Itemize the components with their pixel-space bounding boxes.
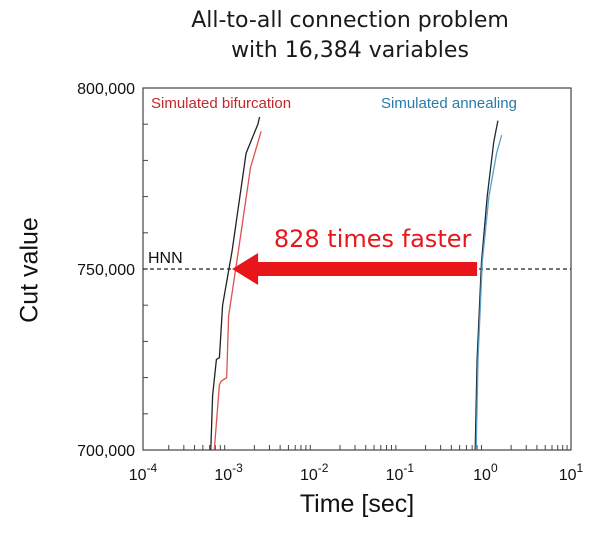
y-tick-label: 700,000 [77,443,135,460]
x-tick-label: 10-4 [129,461,158,484]
x-tick-label: 10-2 [300,461,329,484]
x-axis-label: Time [sec] [299,490,415,518]
chart-title: All-to-all connection problem with 16,38… [150,6,550,66]
series-label-bifurcation: Simulated bifurcation [151,95,291,112]
speedup-annotation: 828 times faster [274,225,472,253]
speedup-arrow [232,253,478,285]
x-tick-label: 10-1 [386,461,415,484]
hnn-label: HNN [148,250,183,267]
chart-title-line-2: with 16,384 variables [231,38,469,63]
series-line [475,134,503,451]
x-tick-label: 10-3 [214,461,243,484]
x-tick-label: 100 [473,461,498,484]
series-line [474,120,499,451]
series-line [210,116,261,451]
y-tick-label: 750,000 [77,262,135,279]
y-tick-label: 800,000 [77,81,135,98]
chart-title-line-1: All-to-all connection problem [191,8,509,33]
series-label-annealing: Simulated annealing [381,95,517,112]
x-tick-label: 101 [559,461,584,484]
series-line [213,131,262,451]
